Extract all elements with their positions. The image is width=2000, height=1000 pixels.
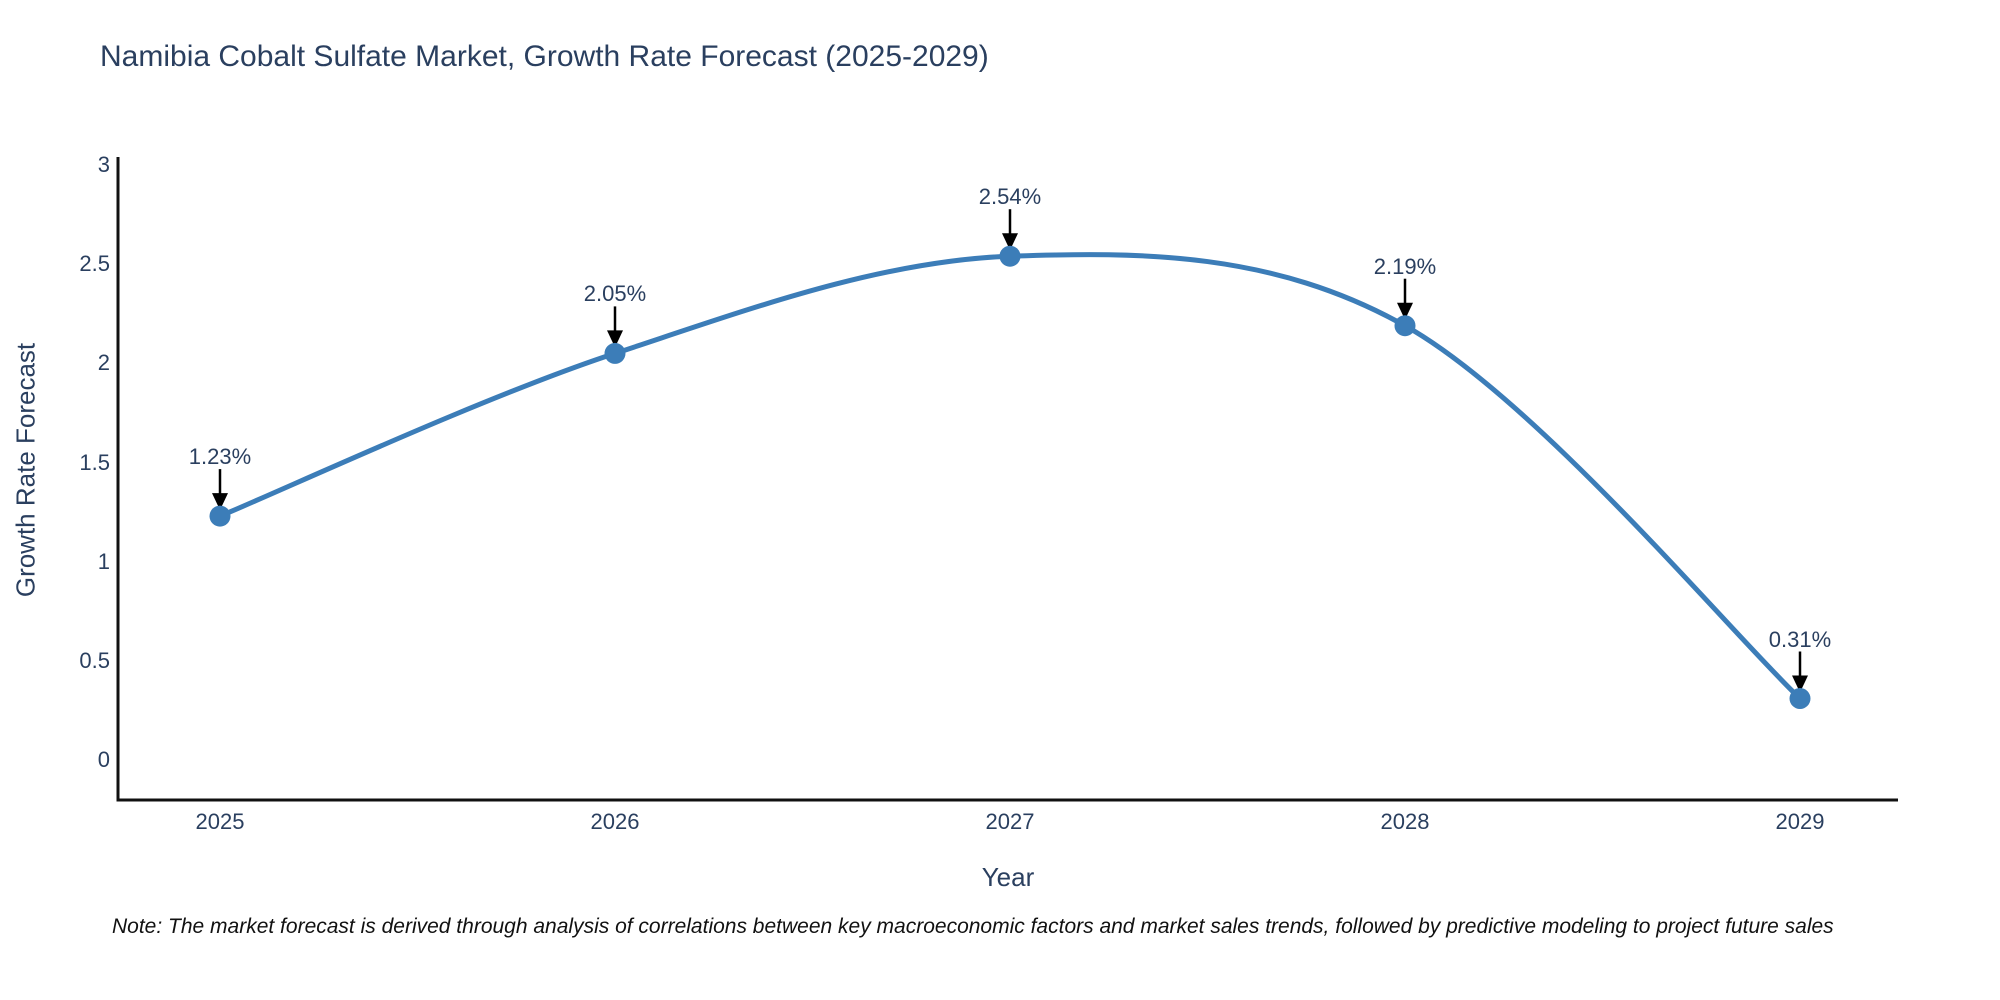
annotation-arrow-head-2027 [1002, 233, 1018, 251]
x-tick-label-2026: 2026 [590, 809, 640, 834]
annotation-arrow-head-2029 [1792, 675, 1808, 693]
y-tick-label-0: 0 [97, 747, 110, 772]
chart-title: Namibia Cobalt Sulfate Market, Growth Ra… [100, 40, 989, 73]
y-tick-label-2.5: 2.5 [79, 251, 110, 276]
y-tick-label-1: 1 [97, 549, 110, 574]
annotation-arrow-head-2026 [607, 330, 623, 348]
y-tick-label-1.5: 1.5 [79, 450, 110, 475]
x-axis-title: Year [981, 862, 1035, 892]
x-tick-label-2028: 2028 [1380, 809, 1430, 834]
y-tick-label-2: 2 [97, 350, 110, 375]
data-label-2027: 2.54% [978, 184, 1042, 209]
y-tick-label-3: 3 [97, 152, 110, 177]
annotation-arrows [212, 209, 1808, 693]
data-point-2029 [1789, 688, 1811, 709]
data-label-2029: 0.31% [1768, 627, 1832, 652]
y-tick-label-0.5: 0.5 [79, 648, 110, 673]
series-line [217, 252, 1803, 701]
annotation-arrow-head-2025 [212, 493, 228, 511]
data-point-2025 [209, 505, 231, 527]
x-tick-label-2029: 2029 [1775, 809, 1825, 834]
data-label-2026: 2.05% [583, 281, 647, 306]
series-markers [209, 245, 1811, 709]
data-label-2025: 1.23% [188, 444, 252, 469]
data-point-2026 [604, 342, 626, 364]
x-tick-label-2025: 2025 [195, 809, 245, 834]
x-tick-label-2027: 2027 [985, 809, 1035, 834]
data-point-2028 [1394, 315, 1416, 337]
annotation-arrow-head-2028 [1397, 302, 1413, 320]
footnote: Note: The market forecast is derived thr… [112, 915, 1834, 938]
data-label-2028: 2.19% [1373, 254, 1437, 279]
data-point-2027 [999, 245, 1021, 267]
